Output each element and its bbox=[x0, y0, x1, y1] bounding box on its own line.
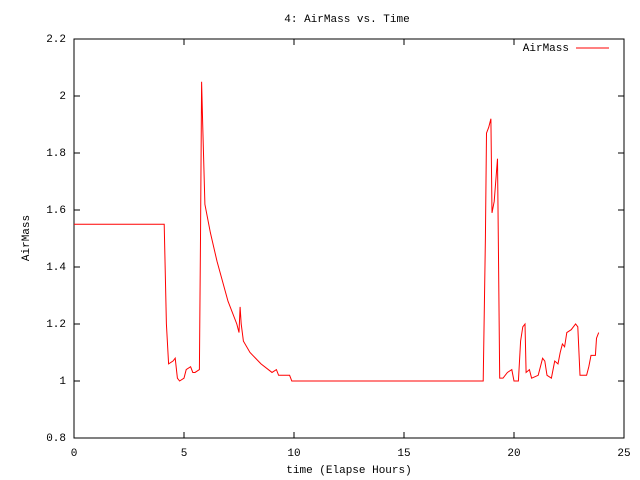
x-tick-label: 10 bbox=[287, 448, 300, 460]
x-tick-label: 0 bbox=[71, 448, 78, 460]
y-tick-label: 1.2 bbox=[46, 319, 66, 331]
y-tick-label: 1.4 bbox=[46, 262, 66, 274]
x-tick-label: 5 bbox=[181, 448, 188, 460]
y-tick-label: 1.6 bbox=[46, 205, 66, 217]
plot-border bbox=[73, 38, 625, 439]
x-tick-label: 25 bbox=[617, 448, 630, 460]
x-tick-label: 20 bbox=[507, 448, 520, 460]
y-axis-label: AirMass bbox=[21, 215, 33, 261]
chart-title: 4: AirMass vs. Time bbox=[284, 14, 409, 26]
legend-label: AirMass bbox=[523, 43, 569, 55]
y-tick-label: 1.8 bbox=[46, 148, 66, 160]
x-axis-label: time (Elapse Hours) bbox=[286, 465, 411, 477]
y-tick-label: 2 bbox=[59, 91, 66, 103]
x-tick-label: 15 bbox=[397, 448, 410, 460]
y-tick-label: 1 bbox=[59, 376, 66, 388]
y-tick-label: 0.8 bbox=[46, 433, 66, 445]
y-tick-label: 2.2 bbox=[46, 34, 66, 46]
data-line bbox=[74, 81, 600, 382]
